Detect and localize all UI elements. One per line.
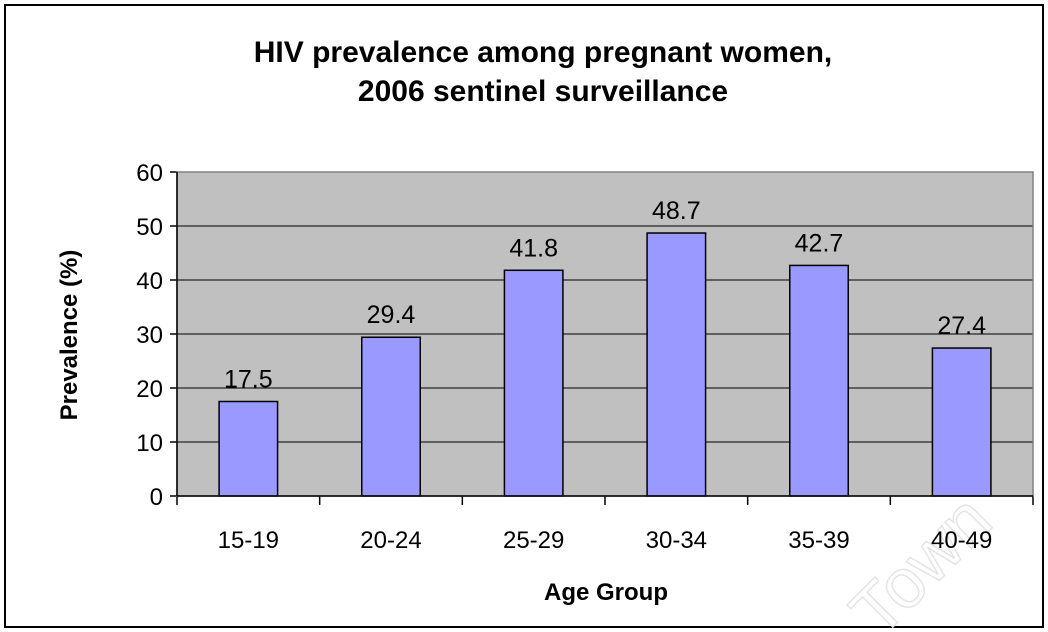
y-tick-label-30: 30 (136, 322, 163, 349)
y-tick-label-20: 20 (136, 376, 163, 403)
x-tick-label-20-24: 20-24 (360, 527, 421, 554)
y-tick-label-60: 60 (136, 160, 163, 187)
data-label-20-24: 29.4 (367, 301, 416, 329)
bar-25-29 (503, 269, 564, 497)
data-label-25-29: 41.8 (509, 234, 558, 262)
chart-title-line-2: 2006 sentinel surveillance (358, 75, 728, 108)
bar-20-24 (361, 336, 421, 497)
y-axis-label: Prevalence (%) (56, 250, 83, 421)
x-tick-label-15-19: 15-19 (218, 527, 279, 554)
chart-title-line-1: HIV prevalence among pregnant women, (254, 36, 832, 69)
axes (170, 171, 1034, 505)
x-axis-label: Age Group (544, 579, 668, 606)
data-label-30-34: 48.7 (652, 197, 701, 225)
data-label-15-19: 17.5 (224, 366, 273, 394)
bar-40-49 (931, 347, 992, 497)
x-tick-label-25-29: 25-29 (503, 527, 564, 554)
x-tick-labels: 15-19 20-24 25-29 30-34 35-39 40-49 (218, 527, 993, 554)
data-label-35-39: 42.7 (795, 229, 844, 257)
bar-30-34 (646, 232, 707, 497)
data-labels: 17.5 29.4 41.8 48.7 42.7 27.4 (224, 197, 986, 393)
y-tick-label-50: 50 (136, 214, 163, 241)
data-label-40-49: 27.4 (937, 312, 986, 340)
x-tick-label-30-34: 30-34 (646, 527, 707, 554)
x-tick-label-35-39: 35-39 (788, 527, 849, 554)
bar-15-19 (218, 400, 279, 497)
y-tick-label-10: 10 (136, 430, 163, 457)
y-tick-label-0: 0 (150, 484, 163, 511)
bar-35-39 (789, 264, 849, 497)
x-tick-label-40-49: 40-49 (931, 527, 992, 554)
y-tick-label-40: 40 (136, 268, 163, 295)
watermark-text: Town (835, 480, 1006, 632)
y-tick-labels: 0 10 20 30 40 50 60 (136, 160, 163, 511)
bars (218, 232, 992, 497)
